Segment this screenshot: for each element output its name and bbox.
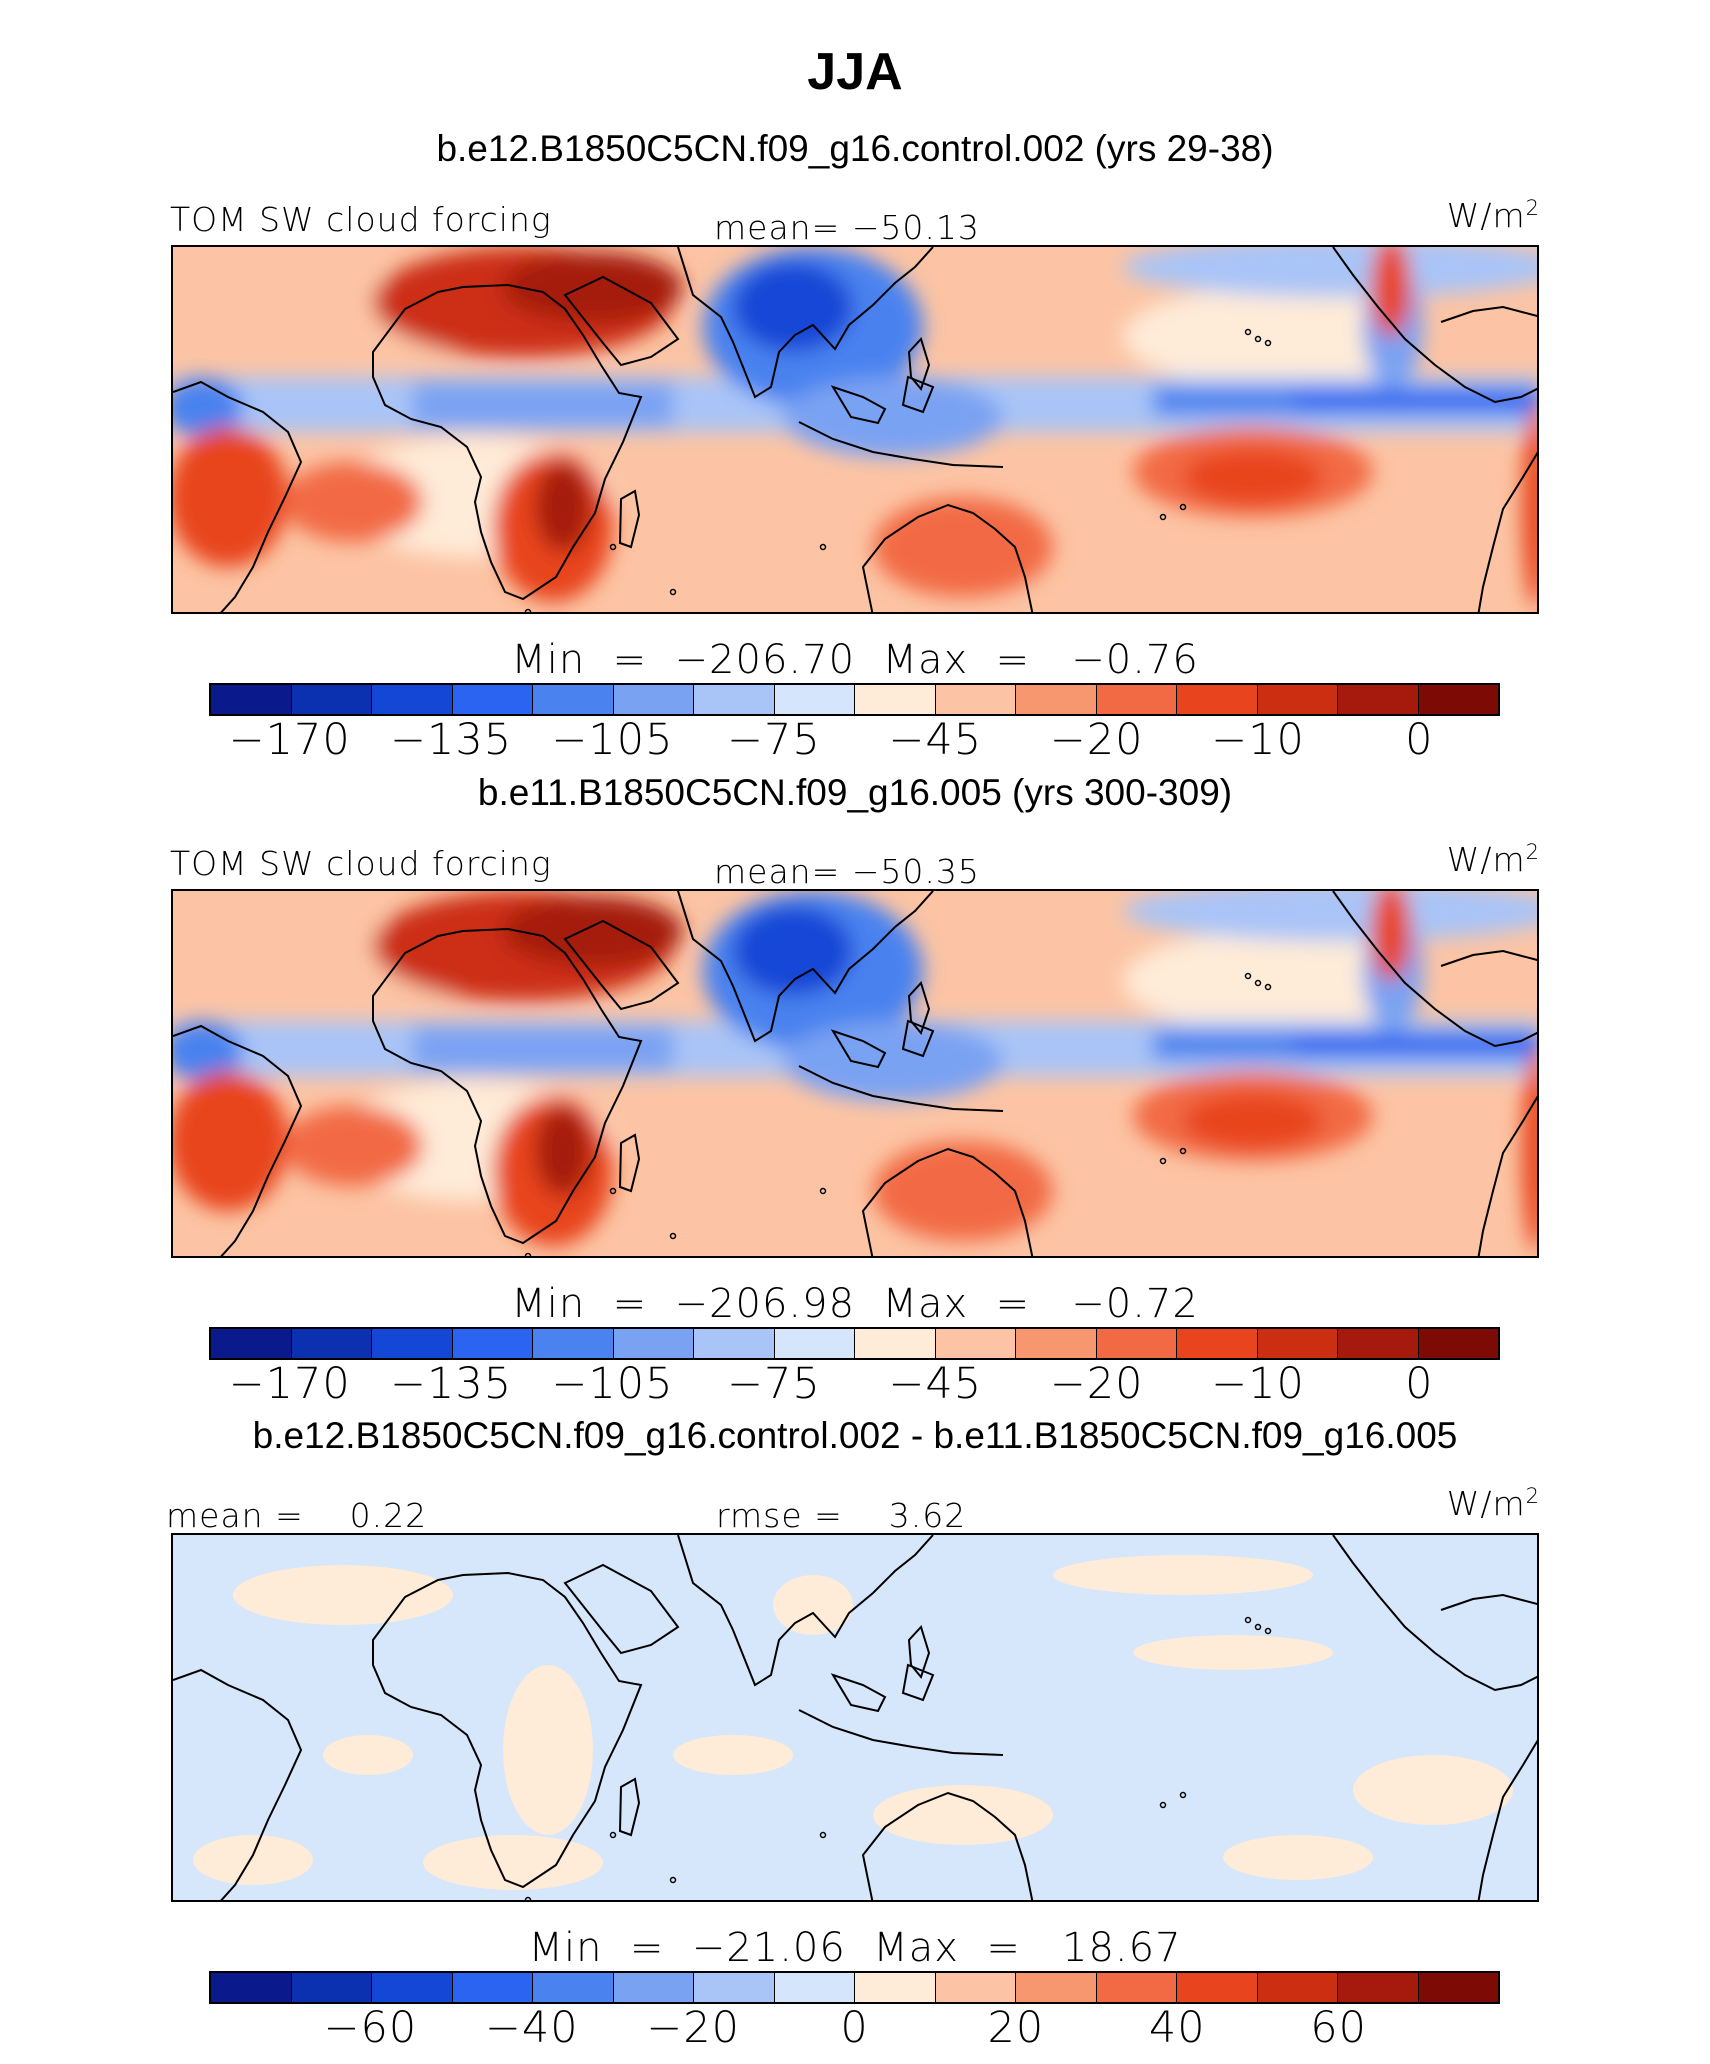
- panel-3-mean-label: mean = 0.22: [166, 1496, 428, 1535]
- colorbar-swatch: [1418, 1329, 1498, 1358]
- colorbar-tick-label: 0: [1405, 715, 1434, 765]
- panel-3-minmax: Min = −21.06 Max = 18.67: [528, 1925, 1182, 1971]
- colorbar-tick-label: −75: [726, 715, 821, 765]
- colorbar-swatch: [1177, 1329, 1258, 1358]
- colorbar-tick-label: 40: [1148, 2003, 1206, 2053]
- colorbar-swatch: [533, 1329, 614, 1358]
- colorbar-tick-label: −170: [228, 1359, 351, 1409]
- colorbar-tick-label: −20: [1049, 1359, 1144, 1409]
- panel-2-map: [171, 889, 1539, 1258]
- colorbar-swatch: [211, 1973, 292, 2002]
- colorbar-swatch: [694, 1329, 775, 1358]
- colorbar-swatch: [291, 1329, 372, 1358]
- panel-3-rmse-label: rmse = 3.62: [716, 1496, 967, 1535]
- colorbar-tick-label: −45: [888, 715, 983, 765]
- panel-3-colorbar: [209, 1971, 1500, 2004]
- colorbar-tick-label: −105: [551, 1359, 674, 1409]
- colorbar-swatch: [452, 1973, 533, 2002]
- colorbar-swatch: [774, 1973, 855, 2002]
- panel-3-case-title: b.e12.B1850C5CN.f09_g16.control.002 - b.…: [252, 1415, 1458, 1456]
- colorbar-swatch: [855, 1329, 936, 1358]
- colorbar-swatch: [291, 1973, 372, 2002]
- colorbar-swatch: [1257, 1973, 1338, 2002]
- colorbar-swatch: [291, 685, 372, 714]
- panel-1-mean-label: mean= −50.13: [714, 208, 980, 247]
- colorbar-swatch: [1338, 1329, 1419, 1358]
- panel-1-units: W/m2: [1446, 196, 1540, 235]
- panel-2-variable-label: TOM SW cloud forcing: [170, 844, 552, 883]
- colorbar-swatch: [372, 685, 453, 714]
- colorbar-swatch: [372, 1973, 453, 2002]
- colorbar-swatch: [1418, 685, 1498, 714]
- panel-2-units: W/m2: [1446, 840, 1540, 879]
- colorbar-tick-label: 0: [1405, 1359, 1434, 1409]
- colorbar-tick-label: −20: [646, 2003, 740, 2053]
- panel-1-colorbar-ticks: −170 −135 −105 −75 −45 −20 −10 0: [0, 715, 1710, 765]
- colorbar-tick-label: −170: [228, 715, 351, 765]
- colorbar-swatch: [1177, 1973, 1258, 2002]
- colorbar-tick-label: −75: [726, 1359, 821, 1409]
- colorbar-tick-label: −10: [1211, 1359, 1305, 1409]
- colorbar-swatch: [452, 1329, 533, 1358]
- colorbar-swatch: [935, 1973, 1016, 2002]
- panel-1-variable-label: TOM SW cloud forcing: [170, 200, 552, 239]
- colorbar-tick-label: −105: [551, 715, 674, 765]
- colorbar-swatch: [372, 1329, 453, 1358]
- colorbar-swatch: [1096, 1329, 1177, 1358]
- colorbar-swatch: [1016, 685, 1097, 714]
- colorbar-swatch: [533, 685, 614, 714]
- colorbar-swatch: [855, 1973, 936, 2002]
- colorbar-swatch: [1418, 1973, 1498, 2002]
- colorbar-tick-label: −40: [484, 2003, 579, 2053]
- colorbar-swatch: [211, 685, 292, 714]
- colorbar-tick-label: −10: [1211, 715, 1305, 765]
- colorbar-swatch: [1096, 1973, 1177, 2002]
- colorbar-tick-label: −135: [390, 1359, 513, 1409]
- colorbar-swatch: [774, 685, 855, 714]
- colorbar-tick-label: −20: [1049, 715, 1144, 765]
- panel-1-minmax: Min = −206.70 Max = −0.76: [511, 637, 1199, 683]
- colorbar-swatch: [1257, 685, 1338, 714]
- panel-2-colorbar-ticks: −170 −135 −105 −75 −45 −20 −10 0: [0, 1359, 1710, 1409]
- colorbar-swatch: [935, 1329, 1016, 1358]
- panel-2-mean-label: mean= −50.35: [714, 852, 980, 891]
- panel-2-minmax: Min = −206.98 Max = −0.72: [511, 1281, 1199, 1327]
- panel-1-colorbar: [209, 683, 1500, 716]
- colorbar-swatch: [1016, 1329, 1097, 1358]
- colorbar-swatch: [1177, 685, 1258, 714]
- colorbar-swatch: [613, 1329, 694, 1358]
- colorbar-swatch: [452, 685, 533, 714]
- colorbar-swatch: [613, 1973, 694, 2002]
- colorbar-swatch: [1338, 1973, 1419, 2002]
- panel-3-map: [171, 1533, 1539, 1902]
- panel-1-map: [171, 245, 1539, 614]
- panel-1-case-title: b.e12.B1850C5CN.f09_g16.control.002 (yrs…: [436, 128, 1274, 169]
- colorbar-swatch: [211, 1329, 292, 1358]
- colorbar-tick-label: −60: [323, 2003, 418, 2053]
- colorbar-swatch: [855, 685, 936, 714]
- colorbar-swatch: [1338, 685, 1419, 714]
- colorbar-tick-label: −135: [390, 715, 513, 765]
- colorbar-swatch: [1096, 685, 1177, 714]
- colorbar-swatch: [613, 685, 694, 714]
- colorbar-swatch: [935, 685, 1016, 714]
- page-title: JJA: [807, 43, 903, 101]
- panel-2-case-title: b.e11.B1850C5CN.f09_g16.005 (yrs 300-309…: [477, 772, 1233, 813]
- colorbar-swatch: [694, 1973, 775, 2002]
- colorbar-tick-label: −45: [888, 1359, 983, 1409]
- colorbar-swatch: [1257, 1329, 1338, 1358]
- colorbar-tick-label: 0: [840, 2003, 869, 2053]
- colorbar-swatch: [694, 685, 775, 714]
- colorbar-swatch: [533, 1973, 614, 2002]
- colorbar-swatch: [774, 1329, 855, 1358]
- colorbar-swatch: [1016, 1973, 1097, 2002]
- panel-3-units: W/m2: [1446, 1484, 1540, 1523]
- colorbar-tick-label: 60: [1310, 2003, 1367, 2053]
- panel-2-colorbar: [209, 1327, 1500, 1360]
- panel-3-colorbar-ticks: −60 −40 −20 0 20 40 60: [0, 2003, 1710, 2053]
- colorbar-tick-label: 20: [987, 2003, 1045, 2053]
